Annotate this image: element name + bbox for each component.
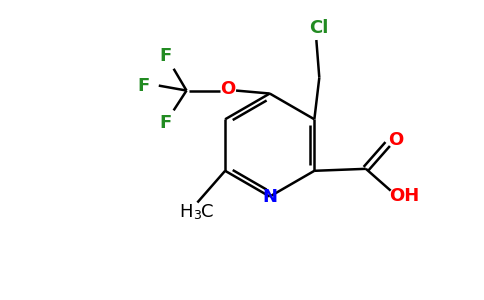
Text: H: H — [179, 203, 193, 221]
Text: F: F — [160, 114, 172, 132]
Text: N: N — [262, 188, 277, 206]
Text: F: F — [160, 47, 172, 65]
Text: C: C — [201, 203, 214, 221]
Text: OH: OH — [390, 187, 420, 205]
Text: O: O — [221, 80, 236, 98]
Text: F: F — [138, 76, 150, 94]
Text: Cl: Cl — [309, 19, 328, 37]
Text: 3: 3 — [194, 209, 201, 222]
Text: O: O — [388, 131, 403, 149]
